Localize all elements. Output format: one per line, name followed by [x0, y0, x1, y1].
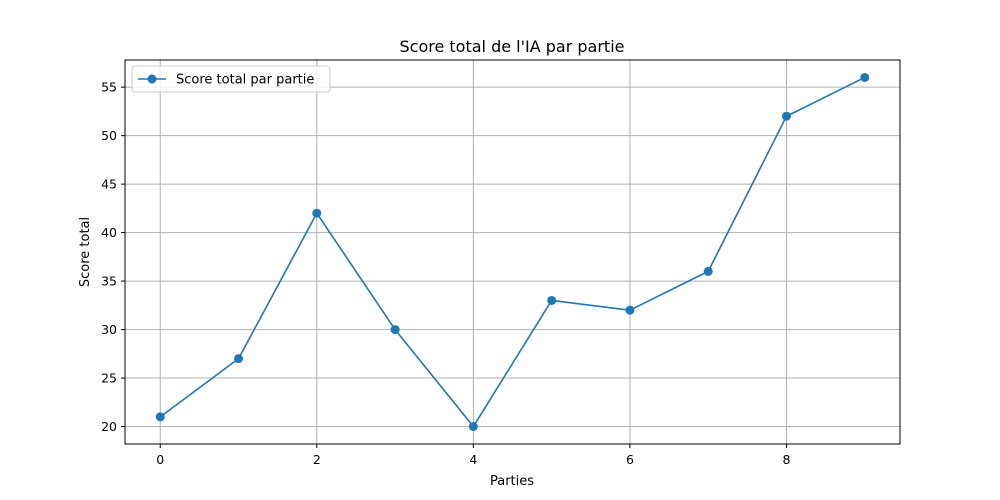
- data-point: [468, 422, 478, 432]
- x-tick-label: 6: [626, 452, 634, 467]
- data-point: [703, 266, 713, 276]
- legend: Score total par partie: [131, 65, 331, 93]
- y-tick-label: 55: [101, 80, 117, 95]
- chart-title: Score total de l'IA par partie: [400, 37, 625, 56]
- y-tick-label: 30: [101, 322, 117, 337]
- data-point: [234, 354, 244, 364]
- data-point: [860, 72, 870, 82]
- x-tick-label: 8: [783, 452, 791, 467]
- data-point: [390, 325, 400, 335]
- x-tick-label: 2: [313, 452, 321, 467]
- legend-label: Score total par partie: [176, 73, 314, 88]
- data-point: [312, 208, 322, 218]
- y-tick-label: 50: [101, 128, 117, 143]
- data-point: [625, 305, 635, 315]
- x-tick-label: 4: [469, 452, 477, 467]
- y-axis-label: Score total: [78, 217, 93, 287]
- y-tick-label: 35: [101, 274, 117, 289]
- x-axis-label: Parties: [490, 474, 534, 489]
- legend-point-marker: [147, 74, 157, 84]
- y-tick-label: 45: [101, 177, 117, 192]
- grid: [125, 60, 900, 444]
- data-point: [781, 111, 791, 121]
- y-tick-label: 25: [101, 371, 117, 386]
- plot-frame: [124, 59, 901, 445]
- legend-box: [131, 65, 331, 93]
- axis-ticks: 0 2 4 6 8 20 25 30 35 40 45 50 55: [101, 80, 790, 467]
- series-line: [159, 76, 866, 428]
- data-point: [155, 412, 165, 422]
- series-layer: [155, 72, 870, 432]
- data-point: [547, 295, 557, 305]
- y-tick-label: 40: [101, 225, 117, 240]
- x-tick-label: 0: [156, 452, 164, 467]
- y-tick-label: 20: [101, 419, 117, 434]
